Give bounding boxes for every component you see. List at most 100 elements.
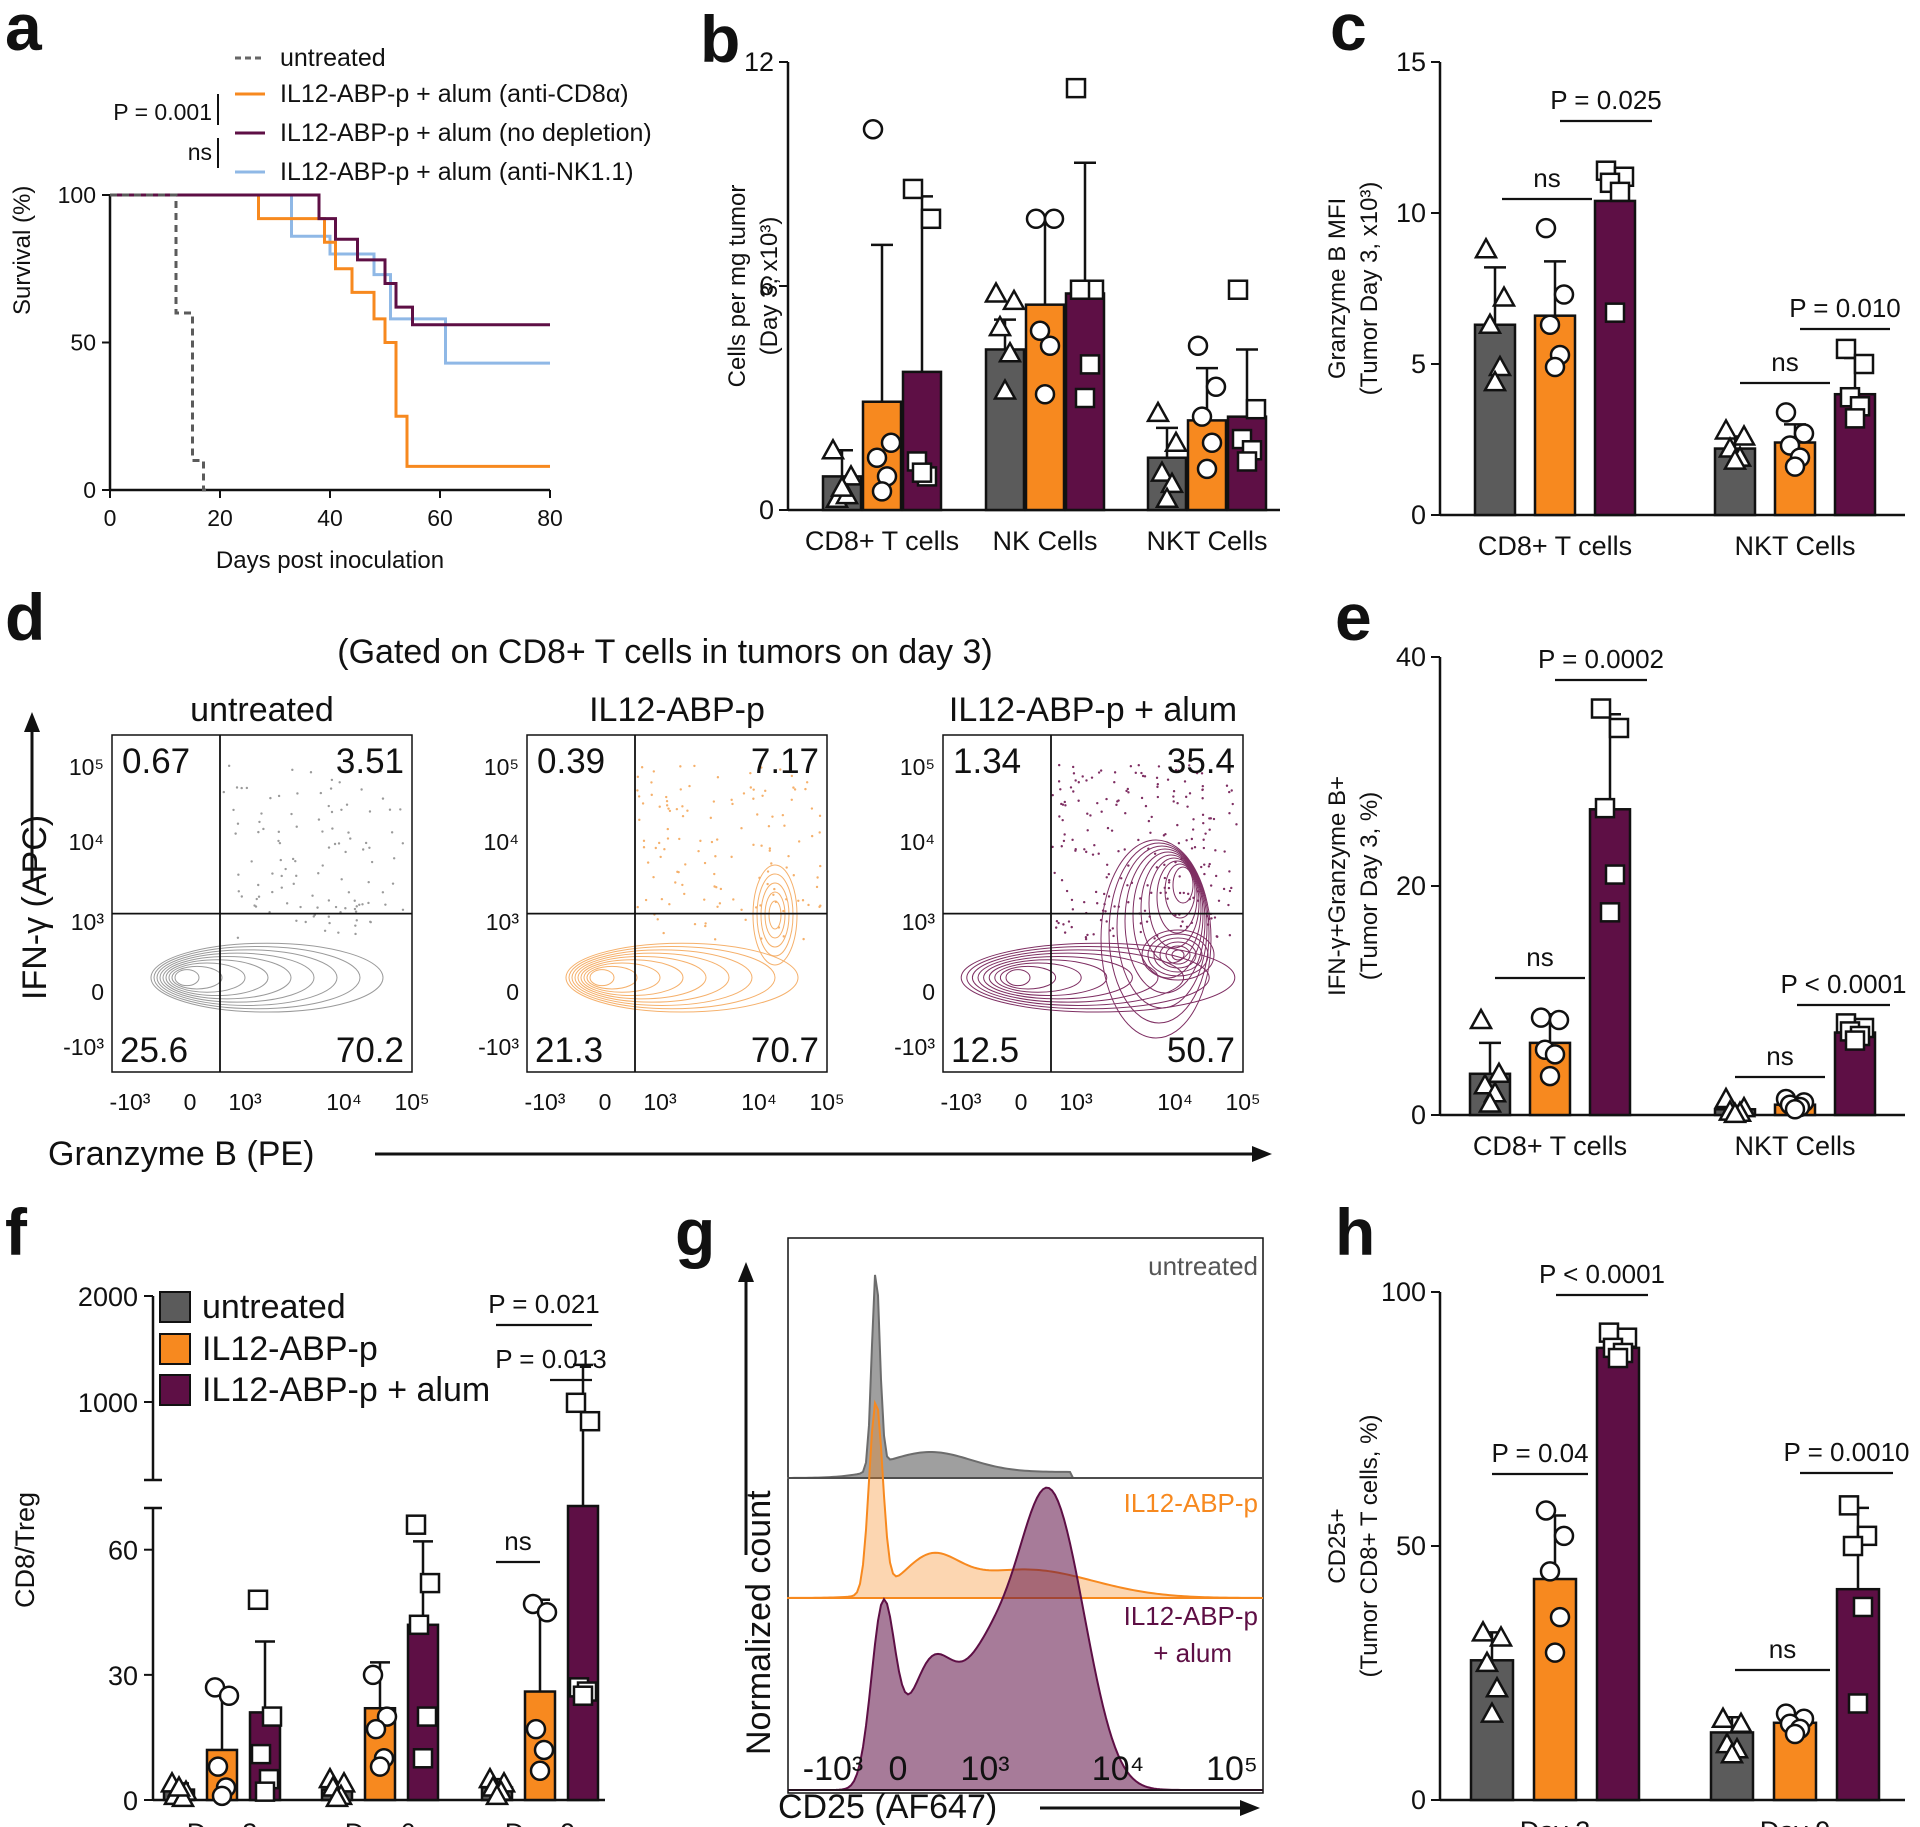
stat-label: P = 0.021 — [488, 1289, 600, 1319]
g-xtick: -10³ — [803, 1750, 863, 1788]
flow-contour — [583, 962, 661, 993]
ytick-label: 1000 — [78, 1388, 138, 1418]
data-point — [261, 1706, 283, 1727]
flow-dot — [782, 935, 785, 938]
flow-dot — [1166, 897, 1169, 900]
data-point — [1477, 312, 1503, 334]
flow-dot — [1105, 876, 1108, 879]
flow-dot — [683, 892, 686, 896]
flow-dot — [766, 870, 770, 873]
flow-xtick: 10³ — [1059, 1089, 1093, 1115]
flow-dot — [345, 803, 349, 806]
flow-contour — [156, 949, 338, 1006]
data-point — [1145, 400, 1171, 423]
flow-dot — [1185, 839, 1188, 842]
flow-xtick: 10⁴ — [326, 1089, 361, 1115]
flow-dot — [349, 837, 352, 840]
flow-dot — [1190, 837, 1194, 841]
flow-dot — [295, 874, 298, 878]
panel-letter-a: a — [5, 0, 43, 64]
flow-dot — [1191, 828, 1195, 831]
a-ytick-label: 100 — [58, 182, 96, 208]
flow-dot — [253, 904, 256, 907]
flow-dot — [1110, 829, 1114, 832]
category-label: NKT Cells — [1734, 531, 1855, 561]
data-point — [997, 340, 1023, 363]
flow-dot — [693, 764, 696, 768]
data-point — [1535, 217, 1557, 239]
flow-xtick: 10⁵ — [1225, 1089, 1260, 1115]
flow-dot — [401, 908, 405, 911]
flow-dot — [1093, 843, 1096, 847]
flow-contour — [174, 969, 200, 987]
g-xtick: 0 — [889, 1750, 908, 1788]
flow-dot — [1117, 850, 1120, 853]
quadrant-ll: 25.6 — [120, 1031, 188, 1070]
stat-label: ns — [1526, 942, 1553, 972]
flow-contour — [1164, 863, 1196, 919]
flow-dot — [361, 848, 365, 851]
data-point — [1608, 717, 1630, 739]
flow-dot — [1127, 901, 1130, 904]
data-point — [1069, 279, 1091, 300]
d-ylabel: IFN-γ (APC) — [16, 815, 54, 1000]
flow-dot — [768, 849, 771, 852]
flow-dot — [662, 931, 665, 935]
flow-dot — [1057, 921, 1060, 925]
data-point — [1034, 384, 1056, 405]
stat-label: P = 0.010 — [1789, 293, 1901, 323]
a-ylabel: Survival (%) — [9, 186, 36, 315]
data-point — [1043, 208, 1065, 230]
data-point — [880, 432, 902, 454]
flow-dot — [344, 850, 347, 854]
stat-label: P = 0.0010 — [1783, 1437, 1909, 1467]
data-point — [1590, 698, 1612, 719]
flow-dot — [713, 885, 716, 888]
quadrant-ll: 21.3 — [535, 1031, 603, 1070]
ytick-label: 2000 — [78, 1282, 138, 1312]
flow-contour — [966, 946, 1210, 1010]
flow-dot — [1113, 905, 1116, 908]
flow-dot — [742, 792, 746, 795]
flow-dot — [277, 830, 281, 834]
flow-dot — [1153, 937, 1156, 940]
flow-dot — [347, 831, 350, 834]
flow-dot — [323, 929, 327, 933]
quadrant-ur: 35.4 — [1167, 742, 1235, 781]
flow-dot — [1184, 795, 1188, 799]
flow-dot — [1150, 891, 1153, 895]
flow-dot — [1228, 790, 1231, 794]
data-point — [820, 437, 846, 460]
flow-xtick: 10⁴ — [1157, 1089, 1192, 1115]
flow-dot — [730, 798, 733, 802]
flow-dot — [364, 841, 368, 845]
flow-contour — [577, 955, 707, 1000]
flow-dot — [1096, 902, 1099, 905]
stat-label: P = 0.013 — [495, 1344, 607, 1374]
flow-contour — [1148, 857, 1200, 949]
data-point — [1163, 430, 1189, 453]
flow-dot — [756, 813, 759, 816]
flow-dot — [1100, 810, 1103, 813]
flow-contour — [168, 962, 246, 993]
quadrant-ul: 0.67 — [122, 742, 190, 781]
flow-dot — [316, 906, 319, 909]
flow-dot — [291, 857, 295, 861]
data-point — [920, 208, 942, 230]
flow-dot — [1150, 815, 1153, 819]
flow-dot — [667, 807, 670, 810]
flow-dot — [370, 860, 374, 864]
data-point — [1719, 1741, 1745, 1764]
flow-dot — [656, 918, 659, 921]
data-point — [911, 462, 933, 483]
flow-dot — [1072, 790, 1075, 793]
panel-letter-d: d — [5, 580, 45, 654]
flow-dot — [714, 855, 717, 858]
bar — [1588, 808, 1632, 1117]
panel-h-bars: 0 50 100 CD25+(Tumor CD8+ T cells, %) Day 3 D… — [1324, 1259, 1910, 1827]
data-point — [1713, 1086, 1739, 1109]
d-title: (Gated on CD8+ T cells in tumors on day … — [337, 633, 992, 671]
flow-dot — [1072, 772, 1076, 775]
flow-dot — [367, 880, 370, 884]
